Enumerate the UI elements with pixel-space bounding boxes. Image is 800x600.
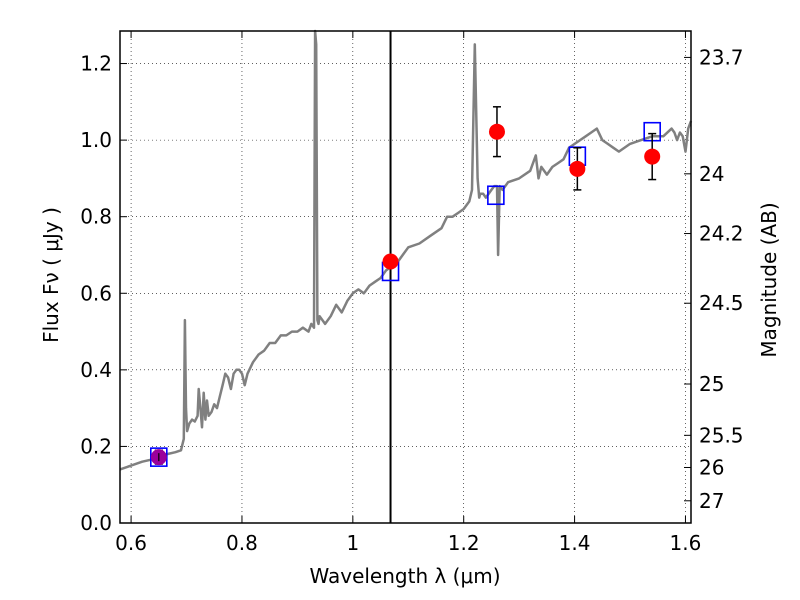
x-tick-label: 1.2 xyxy=(448,531,480,555)
right-tick-label: 25.5 xyxy=(699,423,744,447)
right-tick-label: 24 xyxy=(699,162,724,186)
observed-point xyxy=(644,148,661,165)
x-axis-label: Wavelength λ (μm) xyxy=(309,564,500,588)
x-tick-label: 0.6 xyxy=(115,531,147,555)
observed-point xyxy=(488,123,505,140)
right-tick-label: 26 xyxy=(699,455,724,479)
y-tick-label: 0.0 xyxy=(80,511,112,535)
right-tick-label: 27 xyxy=(699,489,724,513)
x-tick-label: 0.8 xyxy=(226,531,258,555)
observed-point xyxy=(569,160,586,177)
right-tick-label: 24.5 xyxy=(699,291,744,315)
y-axis-label: Flux Fν ( μJy ) xyxy=(39,207,63,343)
plot-frame xyxy=(119,30,692,524)
right-axis-label: Magnitude (AB) xyxy=(757,202,781,357)
model-square-point xyxy=(487,185,505,206)
y-tick-label: 0.6 xyxy=(80,281,112,305)
x-tick-label: 1 xyxy=(346,531,359,555)
spectrum-line xyxy=(119,29,693,471)
right-tick-label: 23.7 xyxy=(699,45,744,69)
y-tick-label: 0.8 xyxy=(80,205,112,229)
y-tick-label: 1.0 xyxy=(80,128,112,152)
y-tick-label: 0.2 xyxy=(80,434,112,458)
y-tick-label: 0.4 xyxy=(80,358,112,382)
x-tick-label: 1.4 xyxy=(559,531,591,555)
model-spectrum xyxy=(119,29,693,471)
axis-ticks: 0.6 0.8 1 1.2 1.4 1.6 0.0 0.2 0.4 0.6 0.8 1.0 1.2 23.… xyxy=(80,31,744,555)
x-tick-label: 1.6 xyxy=(670,531,702,555)
observed-point xyxy=(382,253,399,270)
observed-photometry-series xyxy=(150,106,661,466)
right-tick-label: 24.2 xyxy=(699,222,744,246)
y-tick-label: 1.2 xyxy=(80,52,112,76)
right-tick-label: 25 xyxy=(699,372,724,396)
